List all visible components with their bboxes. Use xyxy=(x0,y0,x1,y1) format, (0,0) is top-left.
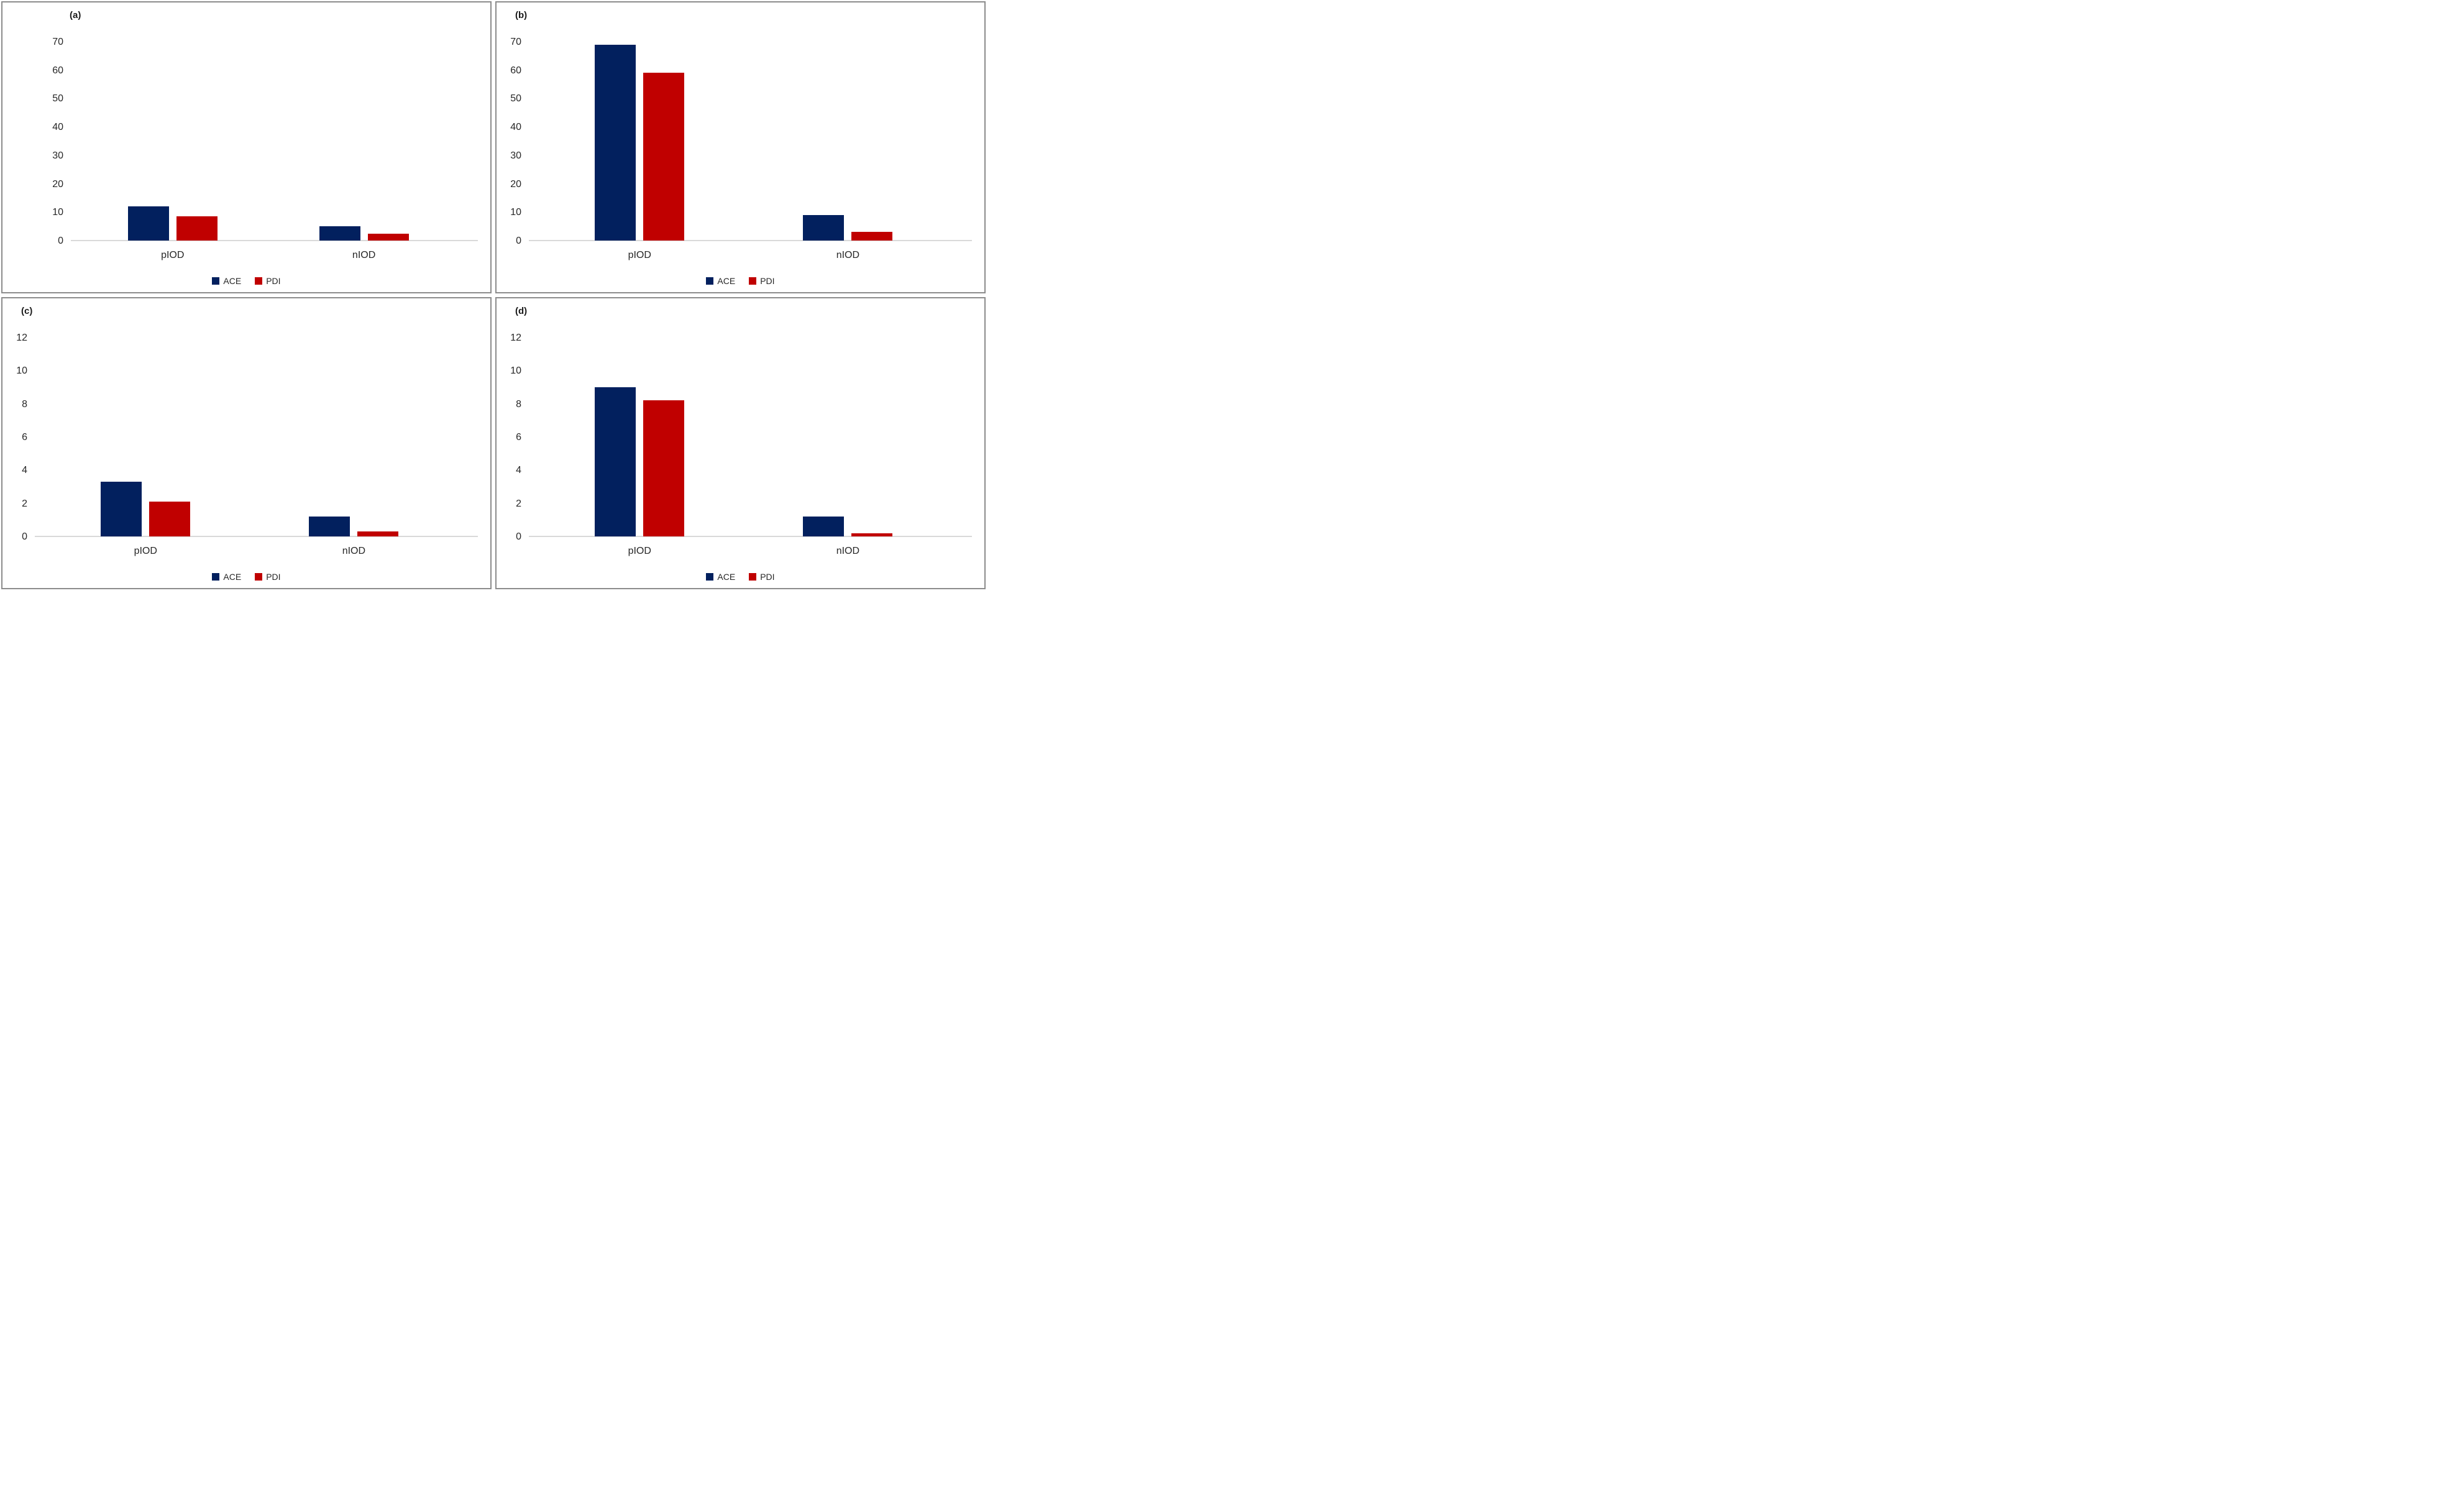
x-axis-line xyxy=(529,240,972,241)
legend-label: ACE xyxy=(717,276,736,286)
legend-item-ace: ACE xyxy=(706,276,735,286)
bar-pdi-piod xyxy=(643,400,685,536)
legend-item-pdi: PDI xyxy=(255,276,281,286)
x-axis-line xyxy=(71,240,478,241)
legend-label: PDI xyxy=(266,572,281,582)
bar-ace-niod xyxy=(803,214,845,241)
legend-item-ace: ACE xyxy=(212,572,241,582)
legend-swatch-icon xyxy=(706,277,714,285)
y-tick-label: 70 xyxy=(52,37,63,47)
y-tick-label: 10 xyxy=(16,365,27,377)
y-tick-label: 20 xyxy=(510,178,521,190)
y-tick-label: 6 xyxy=(22,432,27,443)
y-tick-label: 50 xyxy=(52,93,63,104)
bar-pdi-niod xyxy=(357,531,399,536)
y-tick-label: 50 xyxy=(510,93,521,104)
legend-label: ACE xyxy=(717,572,736,582)
bar-pdi-niod xyxy=(851,232,893,241)
legend-item-pdi: PDI xyxy=(749,276,775,286)
bar-pdi-niod xyxy=(851,533,893,536)
y-tick-label: 0 xyxy=(516,236,521,246)
bar-ace-piod xyxy=(595,387,636,536)
y-tick-label: 10 xyxy=(510,207,521,218)
bar-ace-niod xyxy=(319,226,360,241)
legend-swatch-icon xyxy=(706,573,714,581)
x-category-label: nIOD xyxy=(836,250,860,260)
y-tick-label: 30 xyxy=(510,150,521,161)
bar-pdi-piod xyxy=(176,216,218,241)
y-tick-label: 40 xyxy=(52,122,63,133)
y-tick-label: 0 xyxy=(58,236,63,246)
legend-swatch-icon xyxy=(212,277,220,285)
bar-ace-niod xyxy=(803,517,845,536)
y-tick-label: 2 xyxy=(516,498,521,509)
legend-label: PDI xyxy=(760,276,775,286)
y-tick-label: 0 xyxy=(22,531,27,542)
plot-area: 0 2 4 6 8 10 12 pIOD nIOD xyxy=(16,333,478,556)
chart-panel-b: (b) 0 10 20 30 40 50 60 70 pIOD nIOD ACE PDI xyxy=(495,1,986,293)
y-tick-label: 40 xyxy=(510,122,521,133)
y-tick-label: 30 xyxy=(52,150,63,161)
x-category-label: nIOD xyxy=(836,546,860,556)
panel-letter-label: (c) xyxy=(21,306,33,316)
legend-label: PDI xyxy=(266,276,281,286)
bar-ace-piod xyxy=(101,482,142,536)
y-tick-label: 8 xyxy=(516,398,521,410)
y-tick-label: 12 xyxy=(510,333,521,343)
chart-legend: ACE PDI xyxy=(2,276,490,286)
legend-label: PDI xyxy=(760,572,775,582)
plot-area: 0 10 20 30 40 50 60 70 pIOD nIOD xyxy=(52,37,478,260)
four-panel-bar-chart-figure: (a) 0 10 20 30 40 50 60 70 pIOD nIOD ACE PDI (b) 0… xyxy=(0,0,987,590)
x-category-label: pIOD xyxy=(628,250,651,260)
panel-letter-label: (a) xyxy=(70,10,81,21)
legend-item-pdi: PDI xyxy=(255,572,281,582)
bar-pdi-piod xyxy=(149,502,191,536)
y-tick-label: 60 xyxy=(52,65,63,76)
chart-legend: ACE PDI xyxy=(497,276,984,286)
y-tick-label: 0 xyxy=(516,531,521,542)
y-tick-label: 10 xyxy=(52,207,63,218)
plot-area: 0 2 4 6 8 10 12 pIOD nIOD xyxy=(510,333,972,556)
y-tick-label: 4 xyxy=(516,465,521,476)
y-tick-label: 8 xyxy=(22,398,27,410)
bar-pdi-piod xyxy=(643,73,685,241)
chart-panel-d: (d) 0 2 4 6 8 10 12 pIOD nIOD ACE PDI xyxy=(495,297,986,589)
y-tick-label: 10 xyxy=(510,365,521,377)
legend-swatch-icon xyxy=(255,573,263,581)
y-tick-label: 12 xyxy=(16,333,27,343)
x-axis-line xyxy=(529,536,972,537)
bar-ace-piod xyxy=(595,44,636,241)
bar-ace-piod xyxy=(127,206,169,241)
legend-label: ACE xyxy=(223,276,242,286)
legend-label: ACE xyxy=(223,572,242,582)
legend-item-ace: ACE xyxy=(706,572,735,582)
y-tick-label: 4 xyxy=(22,465,27,476)
bar-pdi-niod xyxy=(367,233,409,241)
panel-letter-label: (d) xyxy=(515,306,528,316)
chart-panel-a: (a) 0 10 20 30 40 50 60 70 pIOD nIOD ACE PDI xyxy=(1,1,492,293)
legend-item-ace: ACE xyxy=(212,276,241,286)
chart-legend: ACE PDI xyxy=(2,572,490,582)
legend-item-pdi: PDI xyxy=(749,572,775,582)
legend-swatch-icon xyxy=(749,277,757,285)
panel-letter-label: (b) xyxy=(515,10,528,21)
y-tick-label: 20 xyxy=(52,178,63,190)
chart-legend: ACE PDI xyxy=(497,572,984,582)
plot-area: 0 10 20 30 40 50 60 70 pIOD nIOD xyxy=(510,37,972,260)
x-category-label: nIOD xyxy=(342,546,366,556)
y-tick-label: 2 xyxy=(22,498,27,509)
y-tick-label: 6 xyxy=(516,432,521,443)
legend-swatch-icon xyxy=(255,277,263,285)
x-axis-line xyxy=(35,536,478,537)
y-tick-label: 60 xyxy=(510,65,521,76)
x-category-label: pIOD xyxy=(134,546,157,556)
x-category-label: pIOD xyxy=(628,546,651,556)
x-category-label: nIOD xyxy=(352,250,376,260)
y-tick-label: 70 xyxy=(510,37,521,47)
legend-swatch-icon xyxy=(749,573,757,581)
chart-panel-c: (c) 0 2 4 6 8 10 12 pIOD nIOD ACE PDI xyxy=(1,297,492,589)
legend-swatch-icon xyxy=(212,573,220,581)
bar-ace-niod xyxy=(309,517,350,536)
x-category-label: pIOD xyxy=(161,250,185,260)
